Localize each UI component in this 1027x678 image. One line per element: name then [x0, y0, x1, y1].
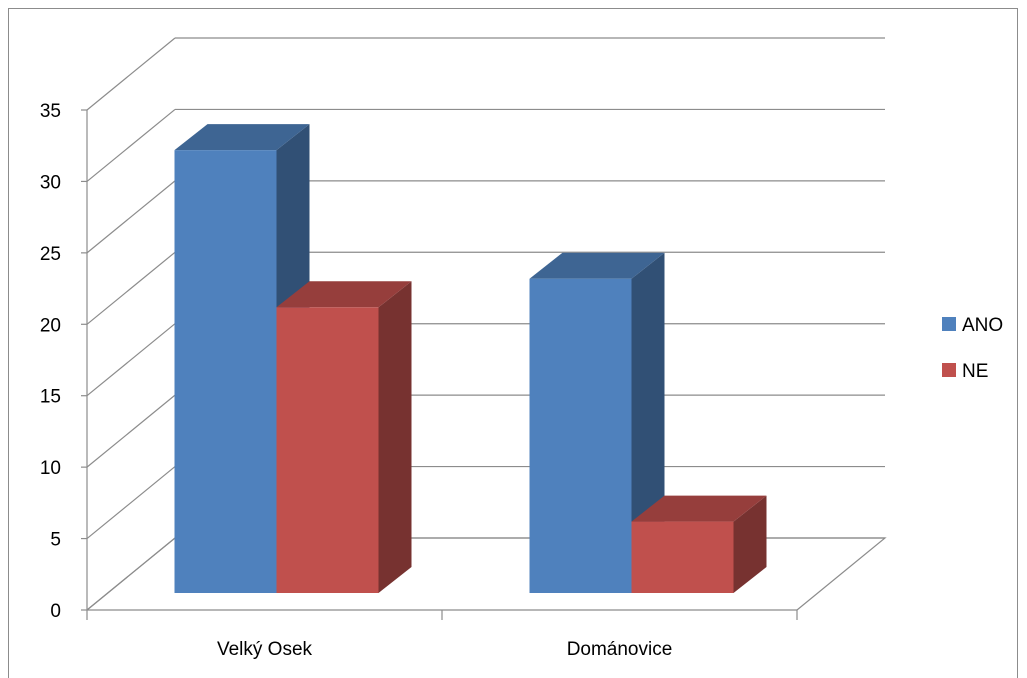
- bar-side: [733, 495, 767, 593]
- y-tick-label: 10: [40, 458, 61, 479]
- bar-ano-1: [174, 124, 310, 594]
- bars: [174, 124, 767, 594]
- legend: ANO NE: [942, 315, 1003, 382]
- y-tick-label: 5: [50, 530, 61, 551]
- y-tick-label: 35: [40, 101, 61, 122]
- gridline-side: [86, 251, 176, 325]
- legend-swatch-ano: [942, 317, 956, 331]
- bar-front: [174, 150, 277, 593]
- x-axis: Velký Osek Dománovice: [86, 609, 798, 660]
- bar-ne-1: [276, 281, 412, 593]
- legend-label-ne: NE: [962, 361, 988, 382]
- bar-front: [529, 278, 632, 593]
- legend-label-ano: ANO: [962, 315, 1003, 336]
- bar-front: [631, 521, 734, 593]
- y-axis: 0 5 10 15 20 25 30 35: [40, 101, 88, 622]
- gridline-side: [86, 180, 176, 254]
- gridline-side: [86, 323, 176, 397]
- x-tick-label: Velký Osek: [217, 639, 313, 660]
- gridline-side: [86, 108, 176, 182]
- bar-front: [276, 307, 379, 593]
- bar-top: [529, 252, 665, 279]
- gridline-side: [86, 394, 176, 468]
- bar-ano-2: [529, 252, 665, 593]
- gridline-side: [86, 37, 176, 111]
- bar-ne-2: [631, 495, 767, 593]
- legend-swatch-ne: [942, 363, 956, 377]
- y-tick-label: 25: [40, 244, 61, 265]
- bar-top: [276, 281, 412, 308]
- gridline-side: [86, 466, 176, 540]
- x-tick-label: Dománovice: [567, 639, 673, 660]
- gridline-side: [86, 537, 176, 611]
- y-tick-label: 30: [40, 172, 61, 193]
- bar-top: [631, 495, 767, 522]
- y-tick-label: 0: [50, 601, 61, 622]
- y-tick-label: 15: [40, 387, 61, 408]
- bar-side: [378, 281, 412, 593]
- y-tick-label: 20: [40, 315, 61, 336]
- bar-top: [174, 124, 310, 151]
